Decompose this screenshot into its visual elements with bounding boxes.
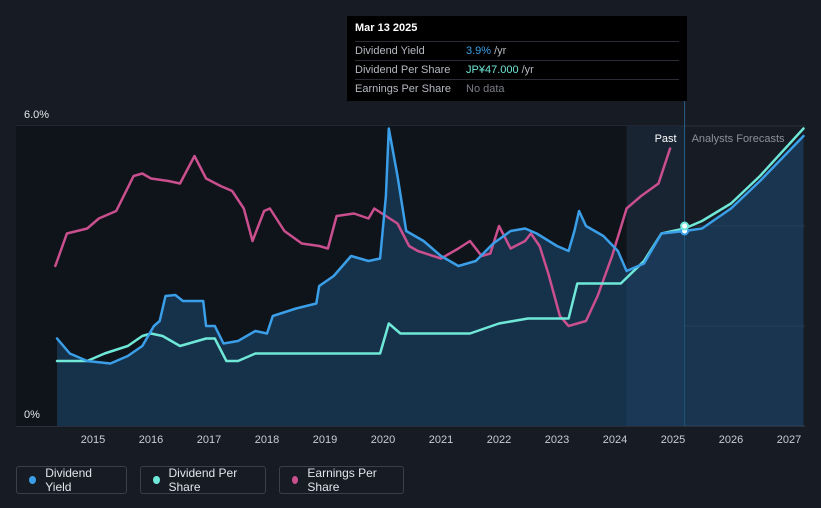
x-tick-label: 2020 (371, 434, 395, 446)
x-tick-label: 2024 (603, 434, 627, 446)
tooltip-value: JP¥47.000 (466, 64, 519, 76)
x-tick-label: 2026 (719, 434, 743, 446)
dividend-yield-area (57, 128, 804, 426)
y-label-bottom: 0% (24, 409, 40, 421)
x-tick-label: 2018 (255, 434, 279, 446)
forecast-label: Analysts Forecasts (692, 133, 785, 145)
tooltip-unit: /yr (494, 45, 507, 57)
x-tick-label: 2022 (487, 434, 511, 446)
x-tick-label: 2019 (313, 434, 337, 446)
x-tick-label: 2015 (81, 434, 105, 446)
tooltip-row-dividend-yield: Dividend Yield 3.9% /yr (355, 41, 679, 60)
legend-label: Dividend Yield (45, 466, 92, 494)
tooltip-label: Earnings Per Share (355, 83, 451, 95)
earnings-per-share-line (54, 147, 672, 328)
dividend-yield-line (55, 127, 805, 365)
tooltip-label: Dividend Per Share (355, 64, 451, 76)
x-tick-label: 2021 (429, 434, 453, 446)
series-areas (57, 128, 804, 426)
legend-dot-icon (292, 476, 299, 484)
y-label-top: 6.0% (24, 109, 49, 121)
x-tick-label: 2016 (139, 434, 163, 446)
x-tick-label: 2027 (777, 434, 801, 446)
x-tick-label: 2025 (661, 434, 685, 446)
legend-dot-icon (153, 476, 160, 484)
legend-label: Earnings Per Share (307, 466, 377, 494)
tooltip-date: Mar 13 2025 (355, 22, 418, 34)
legend-dividend-yield[interactable]: Dividend Yield (16, 466, 127, 494)
dividend-per-share-marker (680, 221, 690, 231)
x-tick-label: 2023 (545, 434, 569, 446)
tooltip-value: No data (466, 83, 505, 95)
past-label: Past (655, 133, 677, 145)
hover-markers (680, 221, 690, 236)
series-lines (54, 127, 805, 365)
tooltip-row-dividend-per-share: Dividend Per Share JP¥47.000 /yr (355, 60, 679, 79)
x-tick-label: 2017 (197, 434, 221, 446)
legend-label: Dividend Per Share (168, 466, 238, 494)
tooltip-row-earnings-per-share: Earnings Per Share No data (355, 79, 679, 98)
legend-dividend-per-share[interactable]: Dividend Per Share (140, 466, 266, 494)
hover-tooltip: Mar 13 2025 Dividend Yield 3.9% /yr Divi… (347, 16, 687, 101)
legend-dot-icon (29, 476, 37, 484)
tooltip-label: Dividend Yield (355, 45, 425, 57)
axis-labels: 2015 2016 2017 2018 2019 2020 2021 2022 2023 2024… (24, 109, 801, 446)
tooltip-value: 3.9% (466, 45, 492, 57)
legend-earnings-per-share[interactable]: Earnings Per Share (279, 466, 404, 494)
tooltip-unit: /yr (521, 64, 534, 76)
